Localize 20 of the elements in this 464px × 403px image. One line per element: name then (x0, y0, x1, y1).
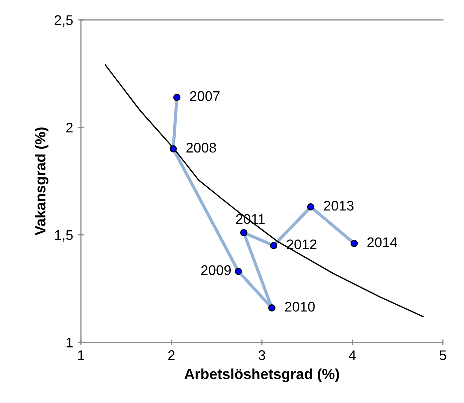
annotation: 2012 (287, 240, 317, 250)
annotation: 2014 (368, 238, 398, 248)
annotation: 2009 (201, 266, 232, 276)
x-tick-label: 4 (349, 350, 356, 360)
annotation: 2013 (324, 201, 354, 211)
x-tick-label: 2 (168, 350, 175, 360)
y-axis-title: Vakansgrad (%) (35, 128, 49, 236)
y-tick-label: 2,5 (54, 15, 73, 27)
y-tick-label: 1 (66, 338, 73, 348)
line-series (105, 64, 424, 318)
annotation: 2010 (285, 302, 315, 312)
x-tick-label: 1 (78, 350, 84, 360)
x-tick-label: 3 (258, 350, 266, 360)
x-axis-title: Arbetslöshetsgrad (%) (184, 368, 340, 382)
annotation: 2007 (190, 91, 220, 102)
x-tick-label: 5 (440, 350, 446, 360)
point (170, 146, 178, 153)
y-tick-label: 1,5 (55, 230, 73, 242)
annotation: 2008 (186, 143, 216, 153)
y-tick-label: 2 (66, 122, 73, 133)
